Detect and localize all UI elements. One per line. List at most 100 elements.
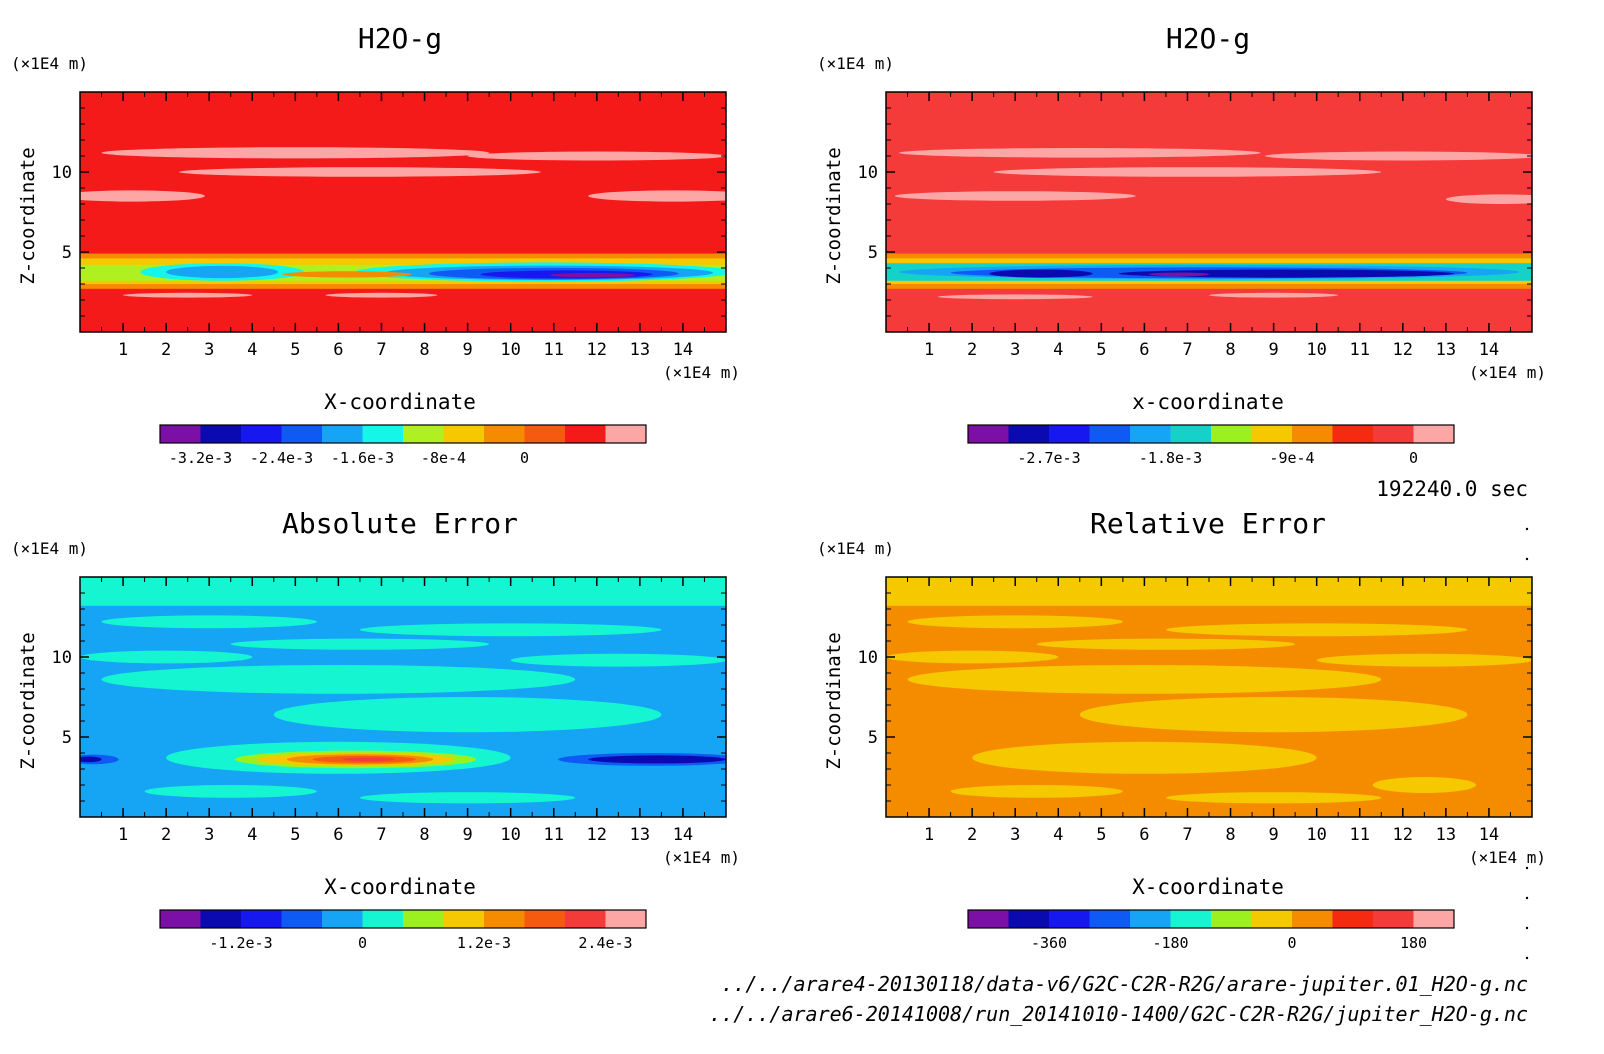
x-tick-label: 3 xyxy=(1010,825,1020,845)
colorbar-tick-label: -2.7e-3 xyxy=(1017,449,1080,467)
contour-region xyxy=(1165,792,1382,804)
colorbar-swatch xyxy=(403,425,444,443)
chart-panel-4: Relative Error(×1E4 m)1 2 3 4 5 6 7 8 9 10 11 12 13 1… xyxy=(817,507,1546,952)
colorbar-tick-label: 0 xyxy=(358,934,367,952)
y-unit-label: (×1E4 m) xyxy=(11,539,88,558)
y-axis-label: Z-coordinate xyxy=(823,632,845,769)
x-tick-label: 10 xyxy=(500,340,520,360)
x-tick-label: 2 xyxy=(161,825,171,845)
contour-region xyxy=(907,615,1123,629)
contour-region xyxy=(588,755,726,764)
colorbar-swatch xyxy=(241,425,282,443)
x-tick-label: 12 xyxy=(587,340,607,360)
contour-region xyxy=(1316,653,1532,667)
x-tick-label: 4 xyxy=(1053,825,1063,845)
colorbar-swatch xyxy=(968,425,1009,443)
colorbar-swatch xyxy=(281,425,323,443)
contour-region xyxy=(80,756,102,763)
contour-region xyxy=(166,265,279,279)
colorbar-swatch xyxy=(362,425,404,443)
x-tick-label: 1 xyxy=(118,340,128,360)
contour-region xyxy=(1265,151,1532,161)
colorbar-tick-label: -1.8e-3 xyxy=(1139,449,1202,467)
x-unit-label: (×1E4 m) xyxy=(663,363,740,382)
chart-title: H2O-g xyxy=(1166,22,1250,55)
colorbar-frame xyxy=(159,909,647,929)
contour-region xyxy=(230,638,490,650)
contour-region xyxy=(325,292,438,298)
colorbar: -3.2e-3 -2.4e-3 -1.6e-3 -8e-4 0 xyxy=(159,424,647,467)
stray-dots xyxy=(1525,527,1529,960)
contour-region xyxy=(467,151,726,161)
colorbar: -1.2e-3 0 1.2e-3 2.4e-3 xyxy=(159,909,647,952)
x-tick-label: 2 xyxy=(161,340,171,360)
contour-region xyxy=(1445,194,1532,204)
contour-region xyxy=(1372,777,1477,793)
y-unit-label: (×1E4 m) xyxy=(817,539,894,558)
colorbar-swatch xyxy=(200,425,242,443)
x-unit-label: (×1E4 m) xyxy=(663,848,740,867)
colorbar-swatch xyxy=(605,425,647,443)
colorbar-swatch xyxy=(200,910,242,928)
x-axis-label: X-coordinate xyxy=(1132,875,1284,899)
colorbar-tick-label: -9e-4 xyxy=(1269,449,1314,467)
contour-region xyxy=(179,167,541,177)
x-tick-label: 2 xyxy=(967,825,977,845)
colorbar-swatch xyxy=(524,910,566,928)
colorbar-tick-label: 0 xyxy=(520,449,529,467)
colorbar-swatch xyxy=(160,425,201,443)
colorbar-swatch xyxy=(281,910,323,928)
contour-region xyxy=(101,147,490,159)
contour-region xyxy=(273,697,662,733)
colorbar-swatch xyxy=(1413,425,1455,443)
x-tick-label: 9 xyxy=(1268,340,1278,360)
colorbar-swatch xyxy=(1170,425,1212,443)
colorbar-swatch xyxy=(565,425,606,443)
contour-region xyxy=(282,271,412,278)
contour-region xyxy=(1148,272,1210,277)
colorbar-swatch xyxy=(1049,910,1090,928)
y-tick-label: 5 xyxy=(868,243,878,263)
contour-region xyxy=(101,615,317,629)
x-tick-label: 11 xyxy=(543,825,563,845)
colorbar-swatch xyxy=(1089,910,1131,928)
x-unit-label: (×1E4 m) xyxy=(1469,363,1546,382)
colorbar-swatch xyxy=(1413,910,1455,928)
colorbar-swatch xyxy=(322,910,363,928)
colorbar-swatch xyxy=(1373,910,1414,928)
colorbar-tick-label: 2.4e-3 xyxy=(578,934,632,952)
contour-region xyxy=(1118,269,1455,278)
x-tick-label: 8 xyxy=(1225,825,1235,845)
x-tick-label: 6 xyxy=(333,340,343,360)
x-tick-label: 4 xyxy=(1053,340,1063,360)
colorbar: -2.7e-3 -1.8e-3 -9e-4 0 xyxy=(967,424,1455,467)
colorbar: -360 -180 0 180 xyxy=(967,909,1455,952)
x-axis-label: X-coordinate xyxy=(324,390,476,414)
x-tick-label: 12 xyxy=(1393,340,1413,360)
colorbar-frame xyxy=(967,909,1455,929)
contour-region xyxy=(894,191,1136,201)
contour-region xyxy=(989,269,1093,278)
x-tick-label: 3 xyxy=(204,340,214,360)
y-tick-label: 5 xyxy=(62,728,72,748)
colorbar-swatch xyxy=(1211,425,1252,443)
chart-title: Relative Error xyxy=(1090,507,1326,540)
contour-region xyxy=(886,650,1059,664)
x-tick-label: 8 xyxy=(1225,340,1235,360)
x-tick-label: 11 xyxy=(1349,340,1369,360)
y-tick-label: 10 xyxy=(52,648,72,668)
y-tick-label: 10 xyxy=(52,163,72,183)
x-tick-label: 4 xyxy=(247,825,257,845)
x-tick-label: 7 xyxy=(376,825,386,845)
y-tick-label: 10 xyxy=(858,648,878,668)
contour-field xyxy=(886,92,1532,332)
x-tick-label: 9 xyxy=(1268,825,1278,845)
contour-region xyxy=(907,665,1382,694)
contour-background xyxy=(80,92,726,332)
x-unit-label: (×1E4 m) xyxy=(1469,848,1546,867)
x-tick-label: 1 xyxy=(118,825,128,845)
contour-region xyxy=(549,272,636,278)
contour-background xyxy=(886,92,1532,332)
contour-region xyxy=(937,294,1093,300)
